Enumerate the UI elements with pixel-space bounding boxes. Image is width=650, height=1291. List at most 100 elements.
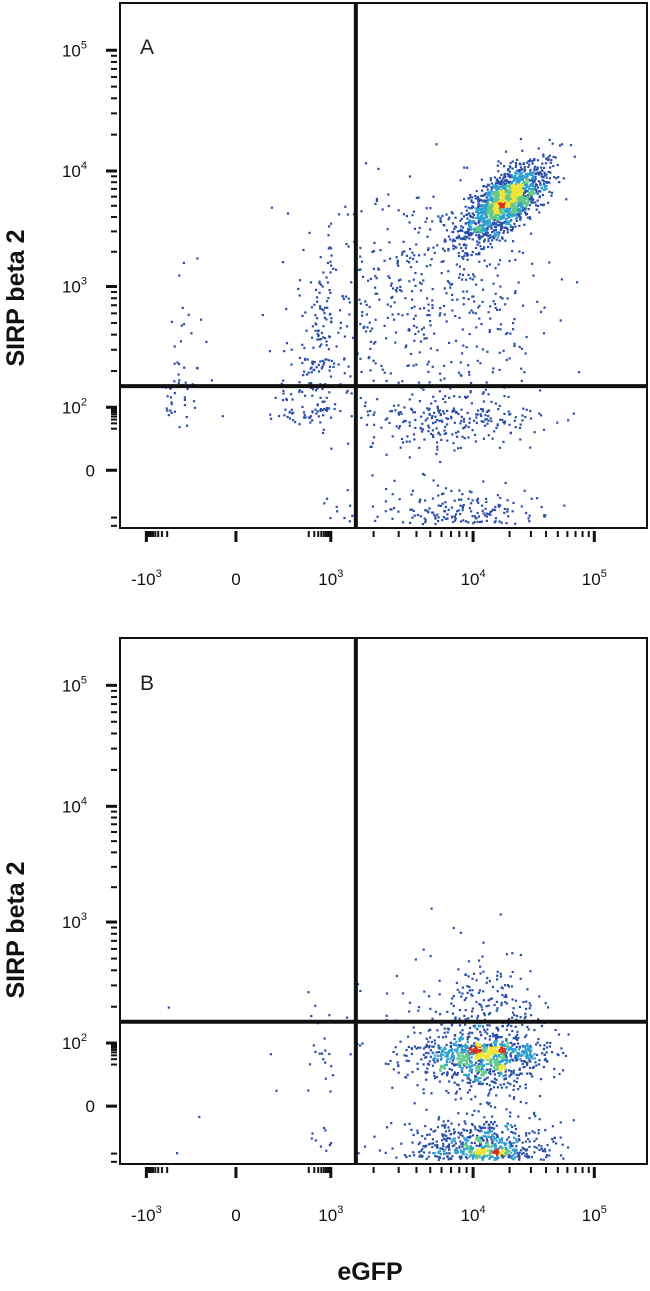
event-dot [495,1157,498,1160]
event-dot [413,254,416,257]
event-dot [485,1131,488,1134]
event-dot [322,363,325,366]
event-dot [461,992,464,995]
x-tick-label: 103 [318,568,343,589]
event-dot [453,515,456,518]
event-dot [477,236,480,239]
event-dot [481,216,484,219]
event-dot [477,215,480,218]
event-dot [445,1043,448,1047]
event-dot [477,221,480,224]
event-dot [497,1142,501,1145]
event-dot [528,216,532,219]
event-dot [464,1122,467,1125]
event-dot [390,508,393,511]
event-dot [515,1045,518,1049]
event-dot [494,505,497,509]
event-dot [524,1012,527,1015]
event-dot [453,1144,456,1147]
event-dot [533,169,536,172]
event-dot [524,191,527,194]
event-dot [491,1126,494,1129]
event-dot [467,206,470,209]
event-dot [554,156,557,159]
event-dot [475,1051,478,1055]
event-dot [496,1046,499,1049]
event-dot [411,408,414,411]
event-dot [407,329,410,332]
event-dot [332,267,335,270]
event-dot [478,198,481,201]
event-dot [448,341,451,344]
event-dot [481,208,484,212]
event-dot [434,1155,437,1158]
event-dot [562,1051,565,1055]
event-dot [455,236,458,239]
event-dot [323,312,326,315]
event-dot [522,1066,525,1069]
event-dot [515,1080,518,1084]
event-dot [491,1133,494,1136]
event-dot [453,1131,456,1134]
event-dot [478,260,481,263]
event-dot [509,1073,512,1076]
event-dot [462,303,465,306]
event-dot [439,1064,443,1067]
event-dot [482,400,485,403]
event-dot [465,1058,468,1061]
event-dot [544,514,547,517]
event-dot [422,411,425,414]
event-dot [516,200,519,203]
event-dot [460,1131,463,1134]
event-dot [466,395,469,398]
event-dot [399,289,402,292]
event-dot [496,978,499,981]
event-dot [453,421,456,424]
event-dot [510,1130,513,1134]
event-dot [443,249,446,252]
event-dot [493,204,497,207]
event-dot [478,224,481,227]
event-dot [468,226,471,229]
event-dot [485,1101,489,1104]
event-dot [496,1027,500,1031]
event-dot [474,226,477,229]
event-dot [395,1053,398,1056]
panel-a-frame [119,2,648,529]
event-dot [462,427,465,430]
event-dot [433,1061,436,1064]
event-dot [533,1145,536,1148]
event-dot [493,219,496,222]
event-dot [192,400,196,403]
event-dot [480,194,483,197]
event-dot [454,1043,457,1046]
event-dot [518,1156,521,1160]
event-dot [503,422,506,425]
event-dot [499,1151,502,1155]
event-dot [511,250,514,253]
event-dot [531,190,534,193]
event-dot [419,289,423,292]
event-dot [483,238,486,241]
event-dot [474,440,477,443]
event-dot [492,1127,495,1130]
event-dot [361,311,364,314]
event-dot [496,974,499,977]
event-dot [503,220,506,224]
event-dot [542,1047,545,1051]
event-dot [470,1052,473,1055]
event-dot [524,208,527,211]
event-dot [434,515,437,518]
event-dot [415,196,418,199]
event-dot [442,1135,445,1138]
event-dot [291,419,295,422]
event-dot [519,423,522,426]
event-dot [480,1033,483,1036]
event-dot [484,418,487,421]
event-dot [494,208,497,211]
event-dot [492,282,495,285]
event-dot [447,1119,450,1122]
event-dot [426,297,429,300]
event-dot [311,336,314,339]
event-dot [395,425,398,428]
